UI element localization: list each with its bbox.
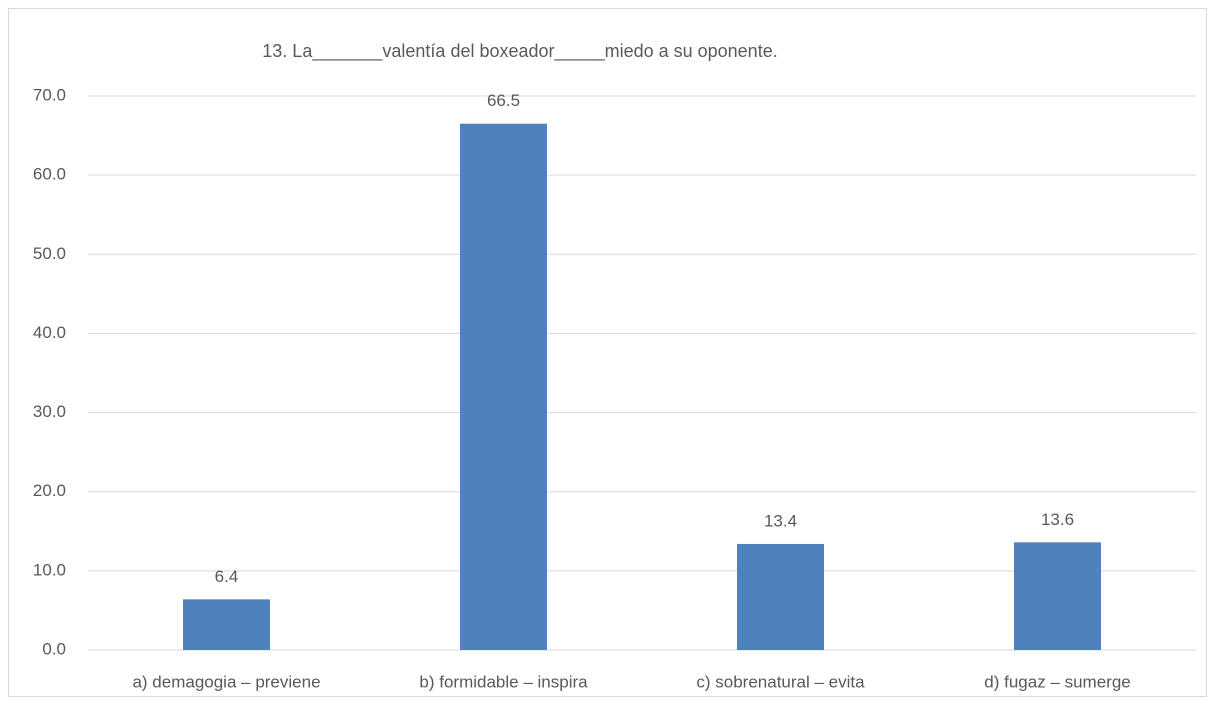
y-tick-label: 20.0 [33,481,66,500]
x-tick-label: c) sobrenatural – evita [696,672,865,691]
x-tick-label: a) demagogia – previene [132,672,320,691]
chart-border [8,8,1207,697]
x-tick-label: d) fugaz – sumerge [984,672,1130,691]
y-tick-label: 60.0 [33,165,66,184]
data-label: 6.4 [215,567,239,586]
y-tick-label: 70.0 [33,85,66,104]
data-label: 13.6 [1041,510,1074,529]
bar [183,599,270,650]
bar [460,123,547,650]
data-label: 66.5 [487,91,520,110]
bar [1014,542,1101,650]
y-tick-label: 10.0 [33,560,66,579]
bar [737,543,824,650]
chart-title: 13. La_______valentía del boxeador_____m… [262,41,777,62]
y-tick-label: 50.0 [33,244,66,263]
y-tick-label: 0.0 [42,639,66,658]
y-tick-label: 30.0 [33,402,66,421]
x-tick-label: b) formidable – inspira [419,672,588,691]
data-label: 13.4 [764,511,797,530]
y-tick-label: 40.0 [33,323,66,342]
